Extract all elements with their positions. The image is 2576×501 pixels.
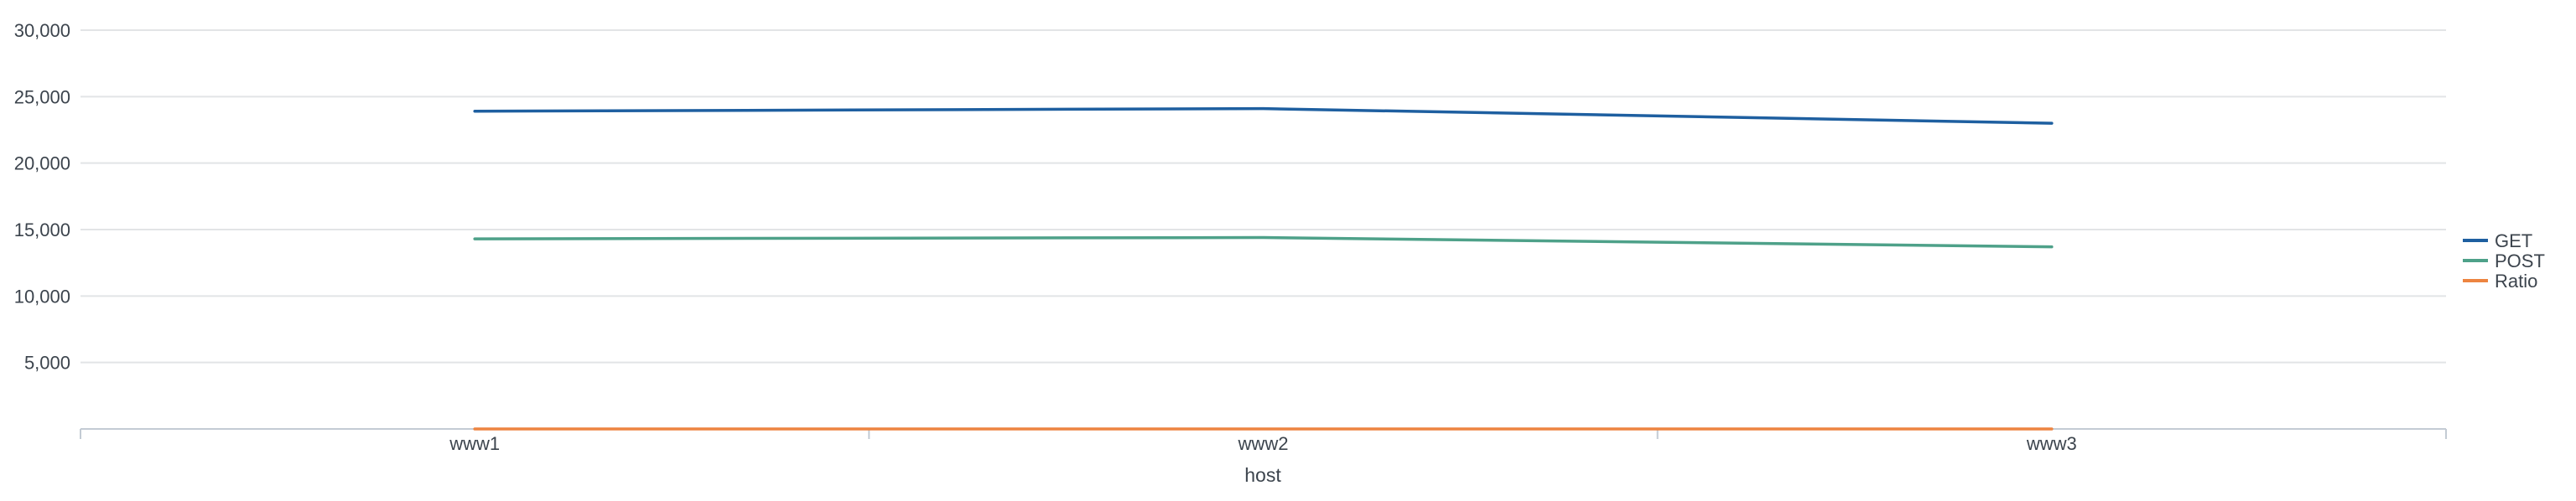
gridlines [80,29,2446,364]
series-line-get[interactable] [473,106,2054,125]
legend-item-post[interactable]: POST [2463,250,2545,271]
legend-label: GET [2495,230,2532,251]
x-tick-label: www2 [1238,433,1289,454]
y-tick-label: 20,000 [14,153,70,174]
x-tick-label: www1 [449,433,500,454]
series-line-post[interactable] [473,235,2054,249]
x-axis-title: host [1244,464,1281,486]
legend-label: POST [2495,250,2545,271]
y-axis-tick-labels: 5,000 10,000 15,000 20,000 25,000 30,000 [14,20,70,374]
y-tick-label: 30,000 [14,20,70,41]
y-tick-label: 10,000 [14,286,70,307]
y-tick-label: 15,000 [14,220,70,240]
x-axis-tick-labels: www1 www2 www3 [449,433,2077,454]
y-tick-label: 25,000 [14,86,70,107]
legend-label: Ratio [2495,271,2537,292]
y-tick-label: 5,000 [24,353,70,374]
series-lines [473,106,2054,431]
legend-item-get[interactable]: GET [2463,230,2532,251]
x-tick-label: www3 [2026,433,2077,454]
legend-item-ratio[interactable]: Ratio [2463,271,2537,292]
